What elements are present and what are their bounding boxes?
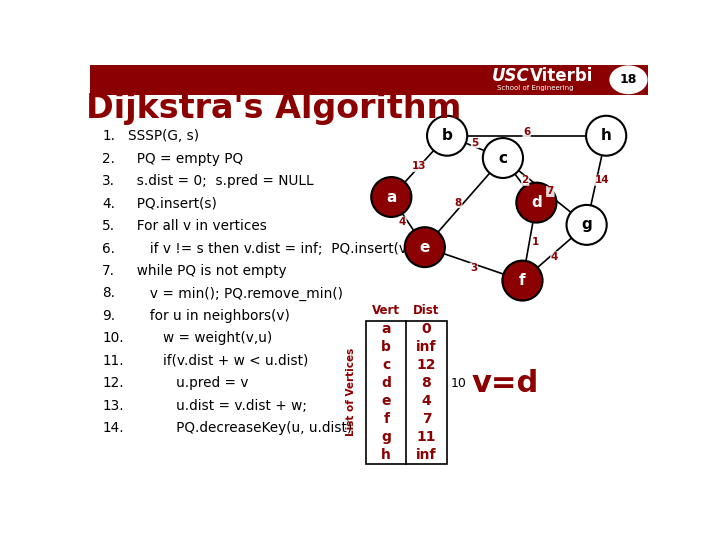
Text: 13.: 13. xyxy=(102,399,124,413)
Text: Dist: Dist xyxy=(413,303,440,316)
Text: h: h xyxy=(600,128,611,143)
Ellipse shape xyxy=(567,205,607,245)
Text: 7.: 7. xyxy=(102,264,115,278)
Text: 6.: 6. xyxy=(102,241,115,255)
Text: 3.: 3. xyxy=(102,174,115,188)
Text: 5.: 5. xyxy=(102,219,115,233)
Circle shape xyxy=(610,66,647,93)
Bar xyxy=(90,65,648,94)
Text: PQ = empty PQ: PQ = empty PQ xyxy=(128,152,243,166)
Ellipse shape xyxy=(427,116,467,156)
Text: g: g xyxy=(382,430,391,444)
Text: 4.: 4. xyxy=(102,197,115,211)
Text: 5: 5 xyxy=(472,138,479,148)
Text: 2: 2 xyxy=(521,176,529,185)
Text: d: d xyxy=(531,195,541,210)
Ellipse shape xyxy=(516,183,557,222)
Text: 12: 12 xyxy=(417,358,436,372)
Text: 4: 4 xyxy=(399,217,406,227)
Text: e: e xyxy=(420,240,430,255)
Text: 4: 4 xyxy=(551,252,558,262)
Text: 0: 0 xyxy=(422,322,431,336)
Text: 13: 13 xyxy=(412,161,426,171)
Text: a: a xyxy=(386,190,397,205)
Text: 3: 3 xyxy=(470,263,477,273)
Text: List of Vertices: List of Vertices xyxy=(346,348,356,436)
Text: b: b xyxy=(441,128,453,143)
Text: b: b xyxy=(382,340,391,354)
Text: g: g xyxy=(581,218,592,232)
Text: inf: inf xyxy=(416,448,437,462)
Text: 1: 1 xyxy=(531,237,539,247)
Text: 11.: 11. xyxy=(102,354,124,368)
Text: c: c xyxy=(498,151,508,166)
Text: 7: 7 xyxy=(546,186,554,197)
Text: u.pred = v: u.pred = v xyxy=(128,376,248,390)
Text: s.dist = 0;  s.pred = NULL: s.dist = 0; s.pred = NULL xyxy=(128,174,314,188)
Text: v=d: v=d xyxy=(472,369,539,397)
Text: 8: 8 xyxy=(422,376,431,390)
Ellipse shape xyxy=(483,138,523,178)
Text: 14: 14 xyxy=(595,176,609,185)
Text: School of Engineering: School of Engineering xyxy=(498,85,574,91)
Text: 10.: 10. xyxy=(102,332,124,346)
Text: f: f xyxy=(383,412,390,426)
Text: 9.: 9. xyxy=(102,309,115,323)
Text: u.dist = v.dist + w;: u.dist = v.dist + w; xyxy=(128,399,307,413)
Text: inf: inf xyxy=(416,340,437,354)
Text: 1.: 1. xyxy=(102,129,115,143)
Text: 14.: 14. xyxy=(102,421,124,435)
Text: Viterbi: Viterbi xyxy=(530,67,593,85)
Text: 18: 18 xyxy=(620,73,637,86)
Ellipse shape xyxy=(405,227,445,267)
Text: for u in neighbors(v): for u in neighbors(v) xyxy=(128,309,290,323)
Text: v = min(); PQ.remove_min(): v = min(); PQ.remove_min() xyxy=(128,286,343,301)
Text: USC: USC xyxy=(492,67,529,85)
Ellipse shape xyxy=(586,116,626,156)
Text: 8.: 8. xyxy=(102,287,115,300)
Text: 4: 4 xyxy=(422,394,431,408)
Text: while PQ is not empty: while PQ is not empty xyxy=(128,264,287,278)
Text: if(v.dist + w < u.dist): if(v.dist + w < u.dist) xyxy=(128,354,308,368)
Text: For all v in vertices: For all v in vertices xyxy=(128,219,267,233)
Text: d: d xyxy=(382,376,391,390)
Text: Vert: Vert xyxy=(372,303,400,316)
Ellipse shape xyxy=(503,261,543,301)
Text: Dijkstra's Algorithm: Dijkstra's Algorithm xyxy=(86,92,462,125)
Text: if v != s then v.dist = inf;  PQ.insert(v): if v != s then v.dist = inf; PQ.insert(v… xyxy=(128,241,413,255)
Text: 10: 10 xyxy=(451,376,467,389)
Text: PQ.decreaseKey(u, u.dist): PQ.decreaseKey(u, u.dist) xyxy=(128,421,352,435)
Text: e: e xyxy=(382,394,391,408)
Text: SSSP(G, s): SSSP(G, s) xyxy=(128,129,199,143)
Text: w = weight(v,u): w = weight(v,u) xyxy=(128,332,272,346)
Text: 6: 6 xyxy=(523,126,530,137)
Text: h: h xyxy=(382,448,391,462)
Text: 7: 7 xyxy=(422,412,431,426)
Text: 8: 8 xyxy=(454,198,462,207)
Text: f: f xyxy=(519,273,526,288)
Text: a: a xyxy=(382,322,391,336)
Text: PQ.insert(s): PQ.insert(s) xyxy=(128,197,217,211)
Bar xyxy=(366,321,446,463)
Text: 12.: 12. xyxy=(102,376,124,390)
Text: c: c xyxy=(382,358,390,372)
Ellipse shape xyxy=(372,177,411,217)
Text: 2.: 2. xyxy=(102,152,115,166)
Text: 11: 11 xyxy=(417,430,436,444)
